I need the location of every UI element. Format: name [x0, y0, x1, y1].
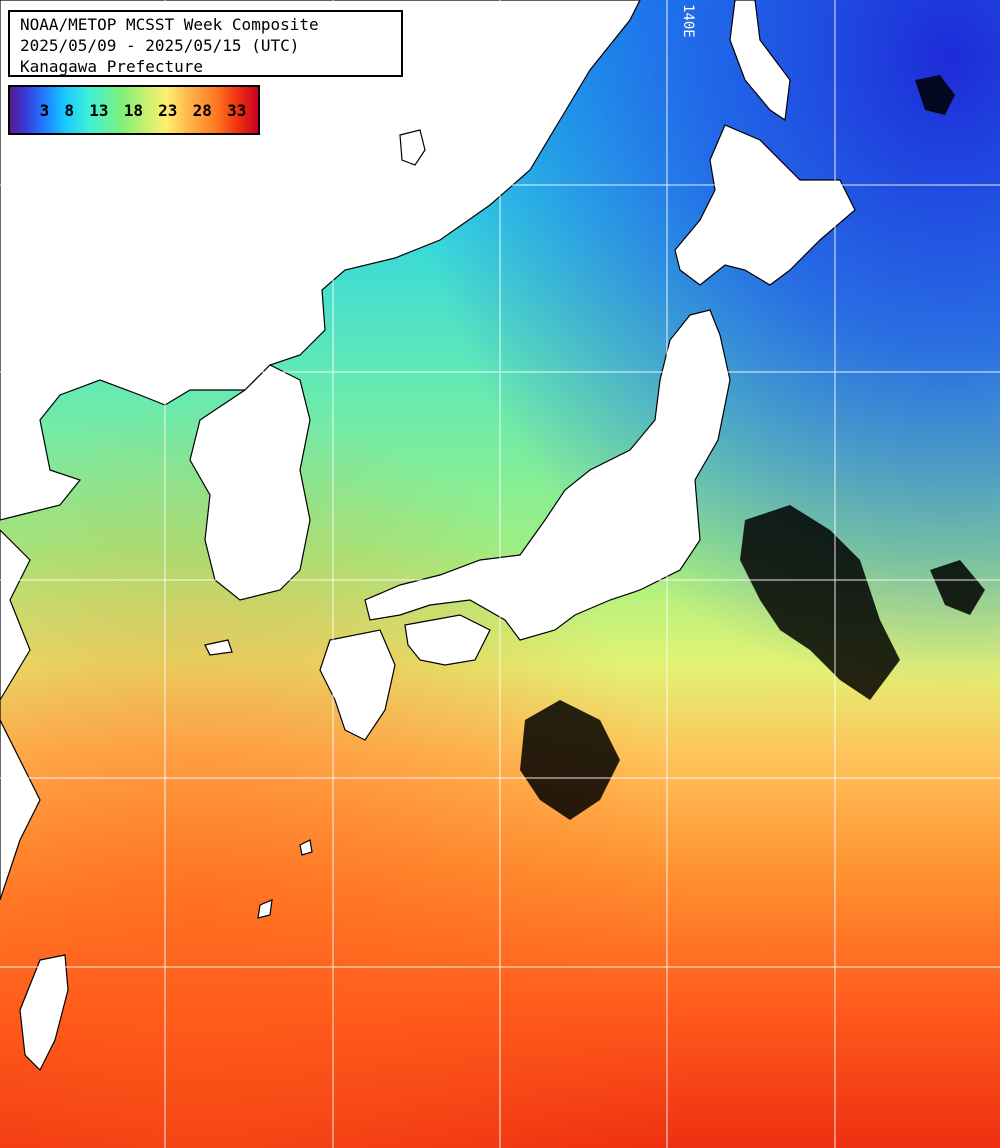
hokkaido — [674, 124, 856, 286]
legend-tick: 3 — [39, 100, 50, 120]
island — [399, 129, 426, 166]
legend-tick: 28 — [192, 100, 212, 120]
legend-tick: 8 — [64, 100, 75, 120]
color-scale-legend: 3 8 13 18 23 28 33 — [8, 85, 260, 135]
title-line-1: NOAA/METOP MCSST Week Composite — [20, 15, 319, 34]
honshu — [364, 309, 731, 641]
island — [299, 839, 313, 856]
title-line-3: Kanagawa Prefecture — [20, 57, 204, 76]
korea — [189, 364, 311, 601]
taiwan — [19, 954, 69, 1072]
lat-label-40n: 40N — [14, 354, 39, 370]
island — [204, 639, 233, 656]
legend-tick: 18 — [123, 100, 143, 120]
sakhalin — [729, 0, 791, 122]
legend-tick: 23 — [158, 100, 178, 120]
shikoku — [404, 614, 491, 666]
legend-tick: 13 — [89, 100, 109, 120]
island — [257, 899, 273, 919]
title-box: NOAA/METOP MCSST Week Composite 2025/05/… — [8, 10, 403, 77]
cloud-mask — [520, 75, 985, 820]
china-coast — [0, 529, 41, 901]
lon-label-140e: 140E — [680, 4, 696, 38]
kyushu — [319, 629, 396, 741]
legend-tick: 33 — [227, 100, 247, 120]
title-line-2: 2025/05/09 - 2025/05/15 (UTC) — [20, 36, 300, 55]
